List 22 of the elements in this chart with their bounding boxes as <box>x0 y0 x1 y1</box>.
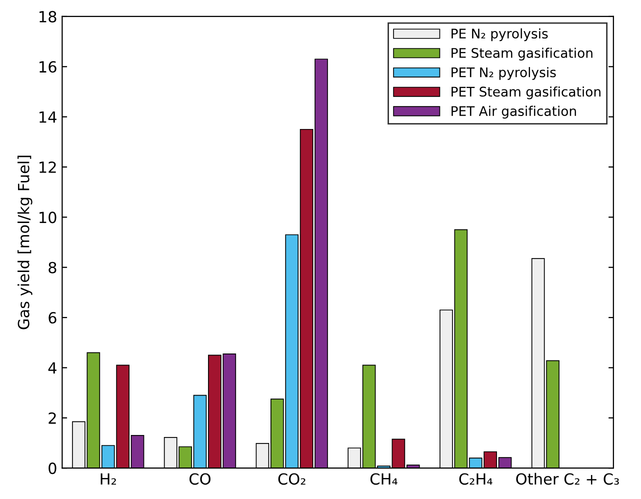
y-tick-label: 4 <box>48 362 56 374</box>
x-tick-label: C₂H₄ <box>459 473 492 485</box>
x-tick-label: CO₂ <box>278 473 306 485</box>
y-tick-label: 18 <box>40 10 56 22</box>
y-axis-title: Gas yield [mol/kg Fuel] <box>18 156 32 330</box>
x-tick-label: H₂ <box>100 473 116 485</box>
y-tick-label: 8 <box>48 262 56 274</box>
y-tick-label: 16 <box>40 61 56 73</box>
y-tick-label: 10 <box>40 212 56 224</box>
y-tick-label: 6 <box>48 312 56 324</box>
legend-label: PE Steam gasification <box>452 48 592 60</box>
legend-label: PE N₂ pyrolysis <box>452 28 548 42</box>
y-tick-label: 2 <box>48 412 56 424</box>
y-tick-label: 14 <box>40 111 56 123</box>
y-tick-label: 0 <box>48 462 56 474</box>
legend-label: PET Steam gasification <box>452 86 600 100</box>
legend-label: PET Air gasification <box>452 106 576 119</box>
x-tick-label: Other C₂ + C₃ <box>516 472 619 485</box>
y-tick-label: 12 <box>40 161 56 173</box>
x-tick-label: CH₄ <box>370 473 398 485</box>
x-tick-label: CO <box>190 473 210 485</box>
legend-label: PET N₂ pyrolysis <box>452 67 556 80</box>
